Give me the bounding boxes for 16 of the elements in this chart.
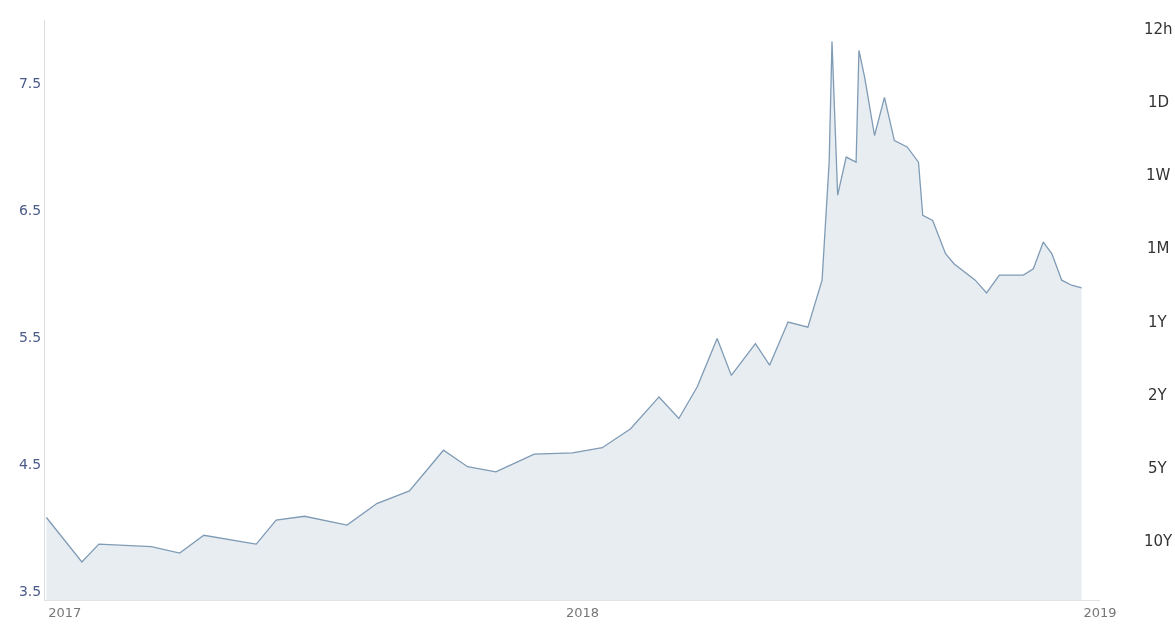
y-tick-label: 4.5 [18, 456, 42, 473]
text: 1Y [1148, 313, 1168, 331]
text: 1W [1146, 166, 1171, 184]
x-tick-label: 2017 [48, 604, 82, 620]
y-tick-label: 6.5 [18, 202, 42, 219]
text: 1M [1147, 239, 1170, 257]
x-tick-label: 2019 [1083, 604, 1117, 620]
y-tick-label: 5.5 [18, 329, 42, 346]
text: 5Y [1148, 459, 1168, 477]
y-tick-label: 3.5 [18, 583, 42, 600]
text: 2Y [1148, 386, 1168, 404]
y-tick-label: 7.5 [18, 75, 42, 92]
text: 1D [1148, 93, 1170, 111]
text: 12h [1144, 20, 1173, 38]
x-tick-label: 2018 [565, 604, 599, 620]
text: 10Y [1144, 532, 1174, 550]
